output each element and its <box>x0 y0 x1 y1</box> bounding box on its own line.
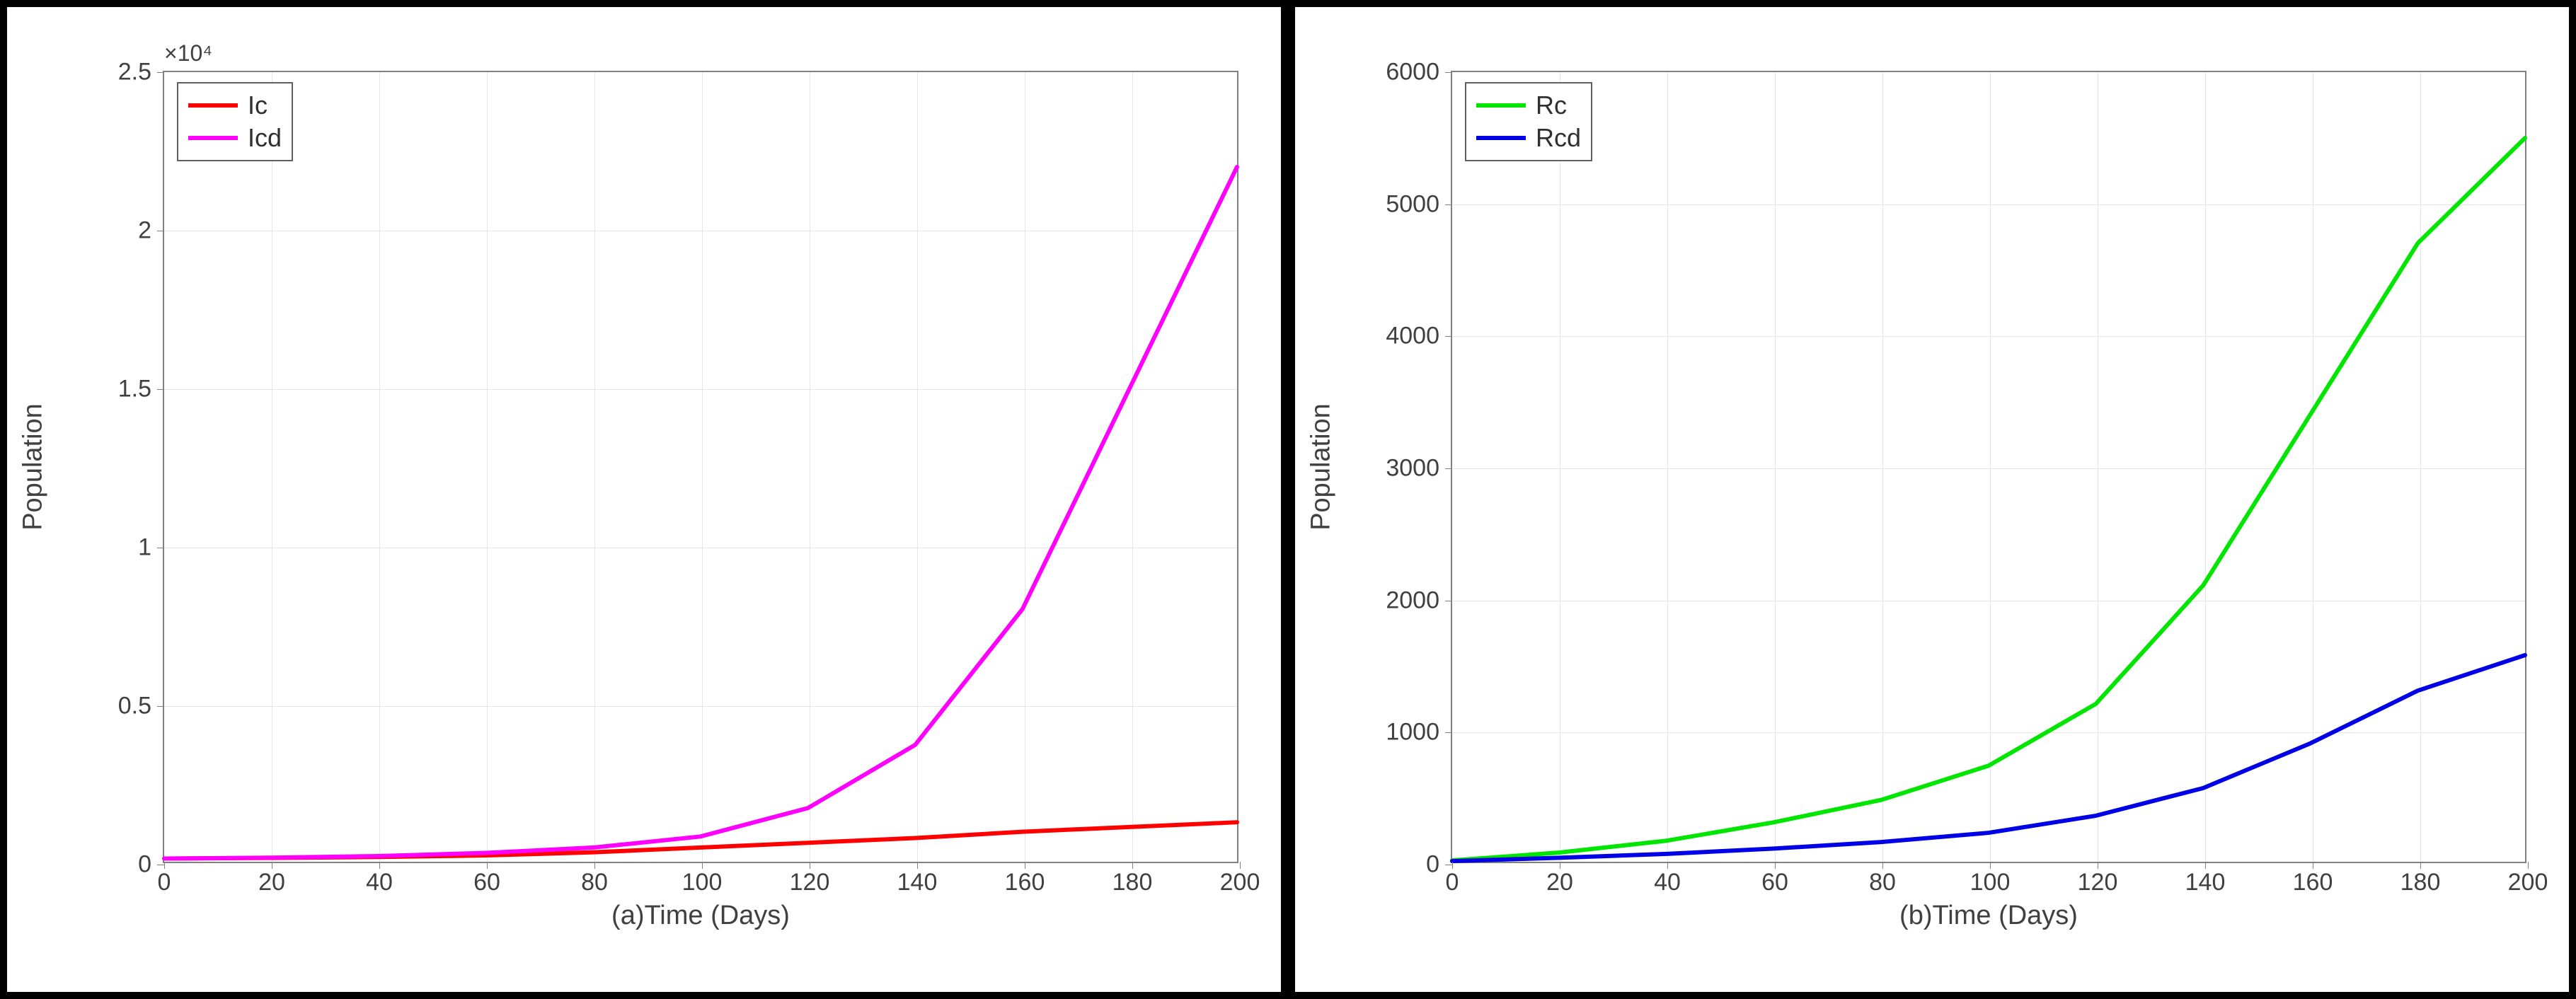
y-tick-label: 4000 <box>1386 323 1439 350</box>
x-tick-label: 120 <box>2078 869 2118 896</box>
y-tick-label: 1000 <box>1386 719 1439 746</box>
legend-swatch <box>1476 136 1526 140</box>
x-tick-label: 140 <box>897 869 938 896</box>
x-tick-label: 160 <box>2293 869 2333 896</box>
plot-area-b: RcRcd (b)Time (Days) Population 02040608… <box>1451 71 2526 863</box>
legend-b: Rc Rcd <box>1465 82 1592 161</box>
x-tick-label: 0 <box>158 869 171 896</box>
legend-label: Rcd <box>1536 123 1581 153</box>
series-Ic <box>164 822 1237 858</box>
panel-b: Rc Rcd (b)Time (Days) Population 0 20 40 60 8… <box>1288 0 2576 999</box>
y-tick-label: 6000 <box>1386 59 1439 86</box>
legend-label: Rc <box>1536 91 1567 120</box>
legend-a: Ic Icd <box>177 82 293 161</box>
legend-item: Rcd <box>1476 122 1581 154</box>
x-tick-label: 160 <box>1005 869 1045 896</box>
curves-svg-b <box>1452 72 2525 862</box>
y-tick-label: 2.5 <box>118 59 151 86</box>
curves-svg-a <box>164 72 1237 862</box>
x-axis-label-a: (a)Time (Days) <box>611 901 790 931</box>
x-tick-label: 20 <box>1546 869 1573 896</box>
x-tick-label: 140 <box>2185 869 2226 896</box>
legend-swatch <box>1476 103 1526 108</box>
y-tick-label: 3000 <box>1386 455 1439 483</box>
x-axis-label-b: (b)Time (Days) <box>1899 901 2078 931</box>
x-tick-label: 60 <box>473 869 500 896</box>
x-tick-label: 120 <box>790 869 830 896</box>
legend-item: Rc <box>1476 89 1581 122</box>
y-tick-label: 0 <box>1426 851 1439 879</box>
x-tick-label: 20 <box>258 869 285 896</box>
y-axis-label-a: Population <box>18 403 49 531</box>
x-tick-label: 100 <box>682 869 723 896</box>
legend-swatch <box>188 103 238 108</box>
x-tick-label: 0 <box>1446 869 1459 896</box>
y-tick-label: 2000 <box>1386 587 1439 614</box>
figure-container: IcIcd ×10⁴ (a)Time (Days) Population 020… <box>0 0 2576 999</box>
x-tick-label: 180 <box>2400 869 2441 896</box>
x-tick-label: 180 <box>1112 869 1153 896</box>
x-tick-label: 40 <box>1654 869 1681 896</box>
y-tick-label: 2 <box>138 217 151 245</box>
legend-label: Ic <box>248 91 268 120</box>
y-tick-label: 5000 <box>1386 190 1439 218</box>
x-tick-label: 100 <box>1970 869 2011 896</box>
legend-swatch <box>188 136 238 140</box>
y-exponent-a: ×10⁴ <box>164 40 212 67</box>
series-Rcd <box>1452 655 2525 861</box>
x-tick-label: 200 <box>1220 869 1260 896</box>
y-tick-label: 1 <box>138 534 151 562</box>
plot-area-a: IcIcd ×10⁴ (a)Time (Days) Population 020… <box>163 71 1238 863</box>
series-Rc <box>1452 138 2525 860</box>
y-tick-label: 1.5 <box>118 376 151 403</box>
legend-label: Icd <box>248 123 282 153</box>
legend-item: Ic <box>188 89 282 122</box>
x-tick-label: 80 <box>1869 869 1896 896</box>
y-tick-label: 0 <box>138 851 151 879</box>
x-tick-label: 40 <box>366 869 393 896</box>
panel-a: IcIcd ×10⁴ (a)Time (Days) Population 020… <box>0 0 1288 999</box>
series-Icd <box>164 167 1237 859</box>
x-tick-label: 80 <box>581 869 608 896</box>
y-axis-label-b: Population <box>1306 403 1337 531</box>
x-tick-label: 60 <box>1761 869 1788 896</box>
legend-item: Icd <box>188 122 282 154</box>
y-tick-label: 0.5 <box>118 693 151 720</box>
x-tick-label: 200 <box>2508 869 2548 896</box>
